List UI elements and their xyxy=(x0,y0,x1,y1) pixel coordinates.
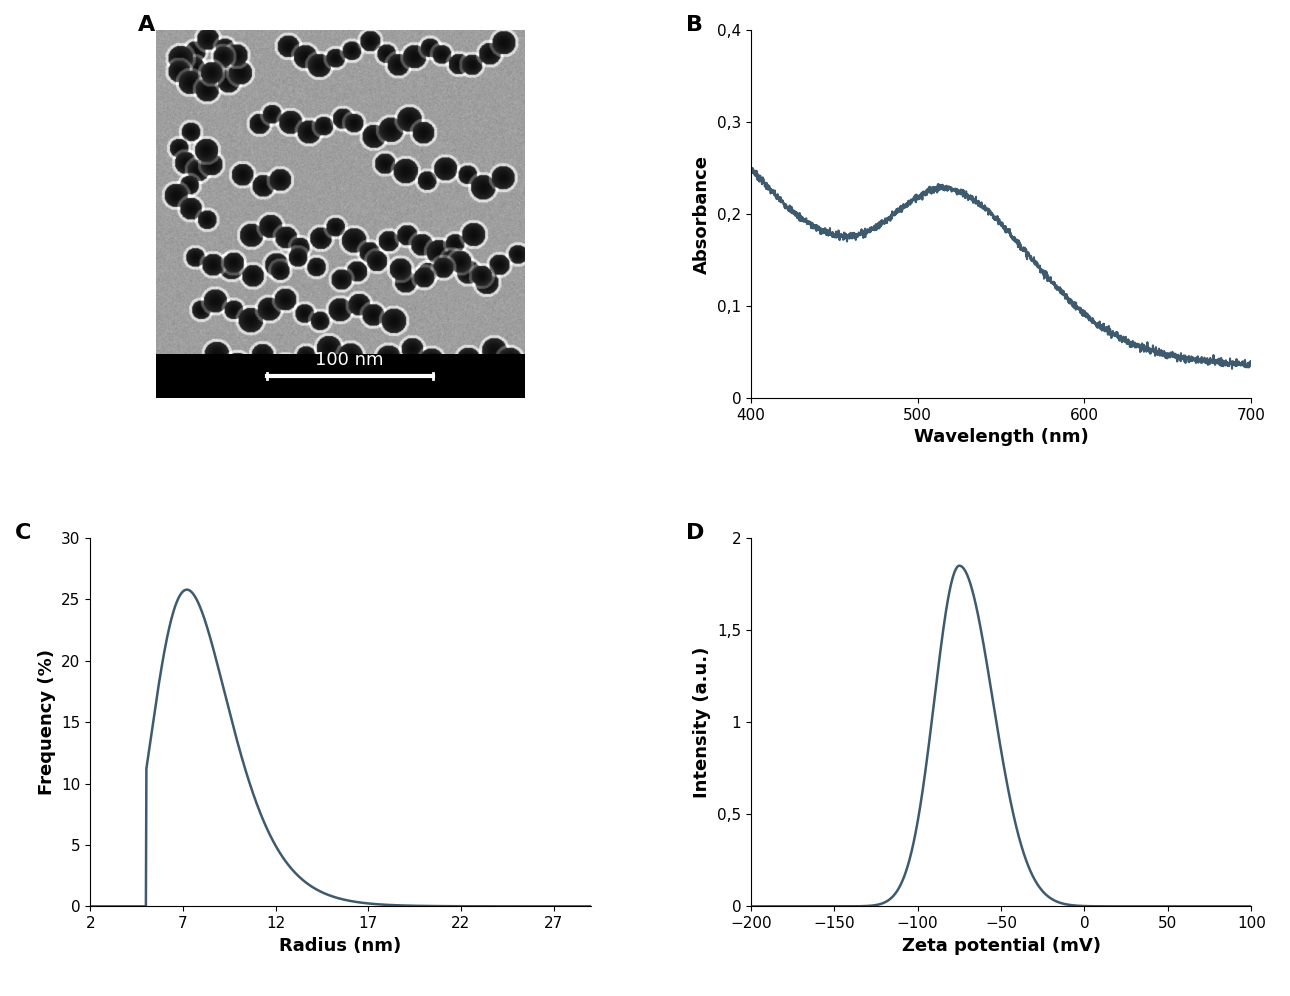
Y-axis label: Absorbance: Absorbance xyxy=(693,154,711,274)
Text: 100 nm: 100 nm xyxy=(316,351,384,369)
Bar xyxy=(156,354,525,398)
X-axis label: Wavelength (nm): Wavelength (nm) xyxy=(913,428,1089,446)
Text: A: A xyxy=(138,15,155,35)
Y-axis label: Intensity (a.u.): Intensity (a.u.) xyxy=(694,646,712,798)
Text: C: C xyxy=(15,523,32,544)
Y-axis label: Frequency (%): Frequency (%) xyxy=(37,649,55,795)
X-axis label: Radius (nm): Radius (nm) xyxy=(280,936,401,954)
X-axis label: Zeta potential (mV): Zeta potential (mV) xyxy=(902,936,1100,954)
Text: B: B xyxy=(686,15,703,35)
Text: D: D xyxy=(686,523,704,544)
